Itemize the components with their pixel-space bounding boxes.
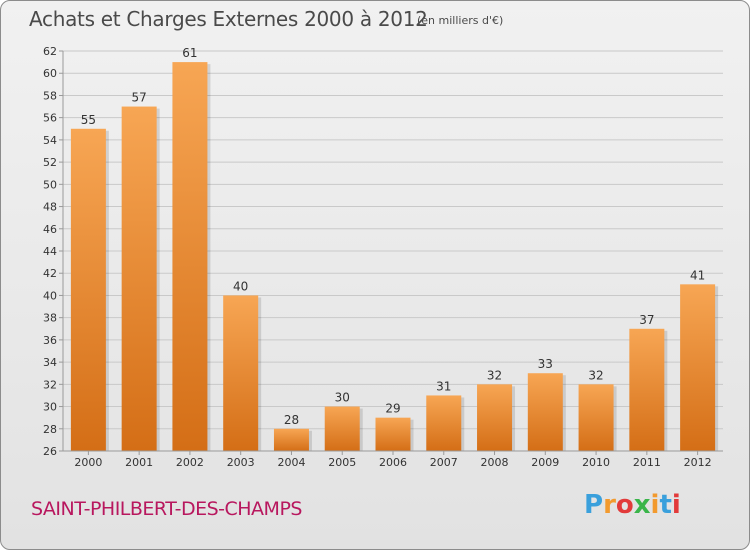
bar-value-label: 31 bbox=[436, 379, 451, 393]
x-tick-label: 2004 bbox=[277, 456, 305, 469]
x-tick-label: 2000 bbox=[74, 456, 102, 469]
bar-value-label: 28 bbox=[284, 413, 299, 427]
logo-letter: t bbox=[659, 490, 672, 520]
x-tick-label: 2001 bbox=[125, 456, 153, 469]
y-tick-label: 50 bbox=[43, 178, 57, 191]
y-tick-label: 54 bbox=[43, 134, 57, 147]
bar-value-label: 30 bbox=[335, 391, 350, 405]
logo-letter: o bbox=[615, 490, 634, 520]
y-tick-label: 42 bbox=[43, 267, 57, 280]
bar-value-label: 41 bbox=[690, 268, 705, 282]
y-tick-label: 62 bbox=[43, 45, 57, 58]
x-tick-label: 2009 bbox=[531, 456, 559, 469]
logo-letter: P bbox=[584, 490, 604, 520]
x-tick-label: 2011 bbox=[633, 456, 661, 469]
logo-letter: i bbox=[671, 490, 681, 520]
bar-value-label: 32 bbox=[487, 368, 502, 382]
x-tick-label: 2007 bbox=[430, 456, 458, 469]
x-tick-label: 2006 bbox=[379, 456, 407, 469]
bar-2004 bbox=[273, 428, 309, 451]
bar-2002 bbox=[172, 62, 208, 451]
y-tick-label: 40 bbox=[43, 289, 57, 302]
y-tick-label: 52 bbox=[43, 156, 57, 169]
bar-2005 bbox=[324, 406, 360, 451]
bar-value-label: 32 bbox=[588, 368, 603, 382]
y-tick-label: 26 bbox=[43, 445, 57, 458]
x-tick-label: 2008 bbox=[481, 456, 509, 469]
logo-letter: i bbox=[650, 490, 660, 520]
bar-2007 bbox=[426, 395, 462, 451]
x-tick-label: 2010 bbox=[582, 456, 610, 469]
commune-name: SAINT-PHILBERT-DES-CHAMPS bbox=[31, 498, 302, 520]
y-tick-label: 38 bbox=[43, 312, 57, 325]
y-tick-label: 34 bbox=[43, 356, 57, 369]
bar-value-label: 55 bbox=[81, 113, 96, 127]
bar-2003 bbox=[223, 295, 259, 451]
y-tick-label: 28 bbox=[43, 423, 57, 436]
bar-2009 bbox=[527, 373, 563, 451]
bar-value-label: 57 bbox=[132, 91, 147, 105]
chart-subtitle: (en milliers d'€) bbox=[417, 14, 504, 27]
bar-2000 bbox=[70, 128, 106, 451]
bar-value-label: 37 bbox=[639, 313, 654, 327]
x-tick-label: 2005 bbox=[328, 456, 356, 469]
logo-letter: r bbox=[603, 490, 616, 520]
x-tick-label: 2012 bbox=[684, 456, 712, 469]
grid-lines bbox=[63, 50, 723, 452]
bar-2012 bbox=[680, 284, 716, 451]
bar-2011 bbox=[629, 328, 665, 451]
bar-2001 bbox=[121, 106, 157, 452]
y-tick-label: 60 bbox=[43, 67, 57, 80]
y-tick-label: 32 bbox=[43, 378, 57, 391]
y-tick-label: 44 bbox=[43, 245, 57, 258]
y-tick-label: 48 bbox=[43, 201, 57, 214]
y-tick-label: 56 bbox=[43, 112, 57, 125]
y-tick-label: 58 bbox=[43, 89, 57, 102]
y-tick-label: 30 bbox=[43, 401, 57, 414]
bars bbox=[70, 62, 719, 452]
x-tick-label: 2003 bbox=[227, 456, 255, 469]
bar-value-label: 61 bbox=[182, 46, 197, 60]
labels: 26 28 30 32 34 36 38 40 42 44 46 48 50 52 54 56 58 60 62 20… bbox=[43, 45, 712, 469]
bar-2010 bbox=[578, 384, 614, 451]
bar-value-label: 40 bbox=[233, 279, 248, 293]
bar-2008 bbox=[477, 384, 513, 451]
bar-value-label: 33 bbox=[538, 357, 553, 371]
axes bbox=[59, 50, 723, 455]
y-tick-label: 46 bbox=[43, 223, 57, 236]
chart-title: Achats et Charges Externes 2000 à 2012 bbox=[29, 7, 428, 31]
x-tick-label: 2002 bbox=[176, 456, 204, 469]
logo-letter: x bbox=[633, 490, 651, 520]
bar-2006 bbox=[375, 417, 411, 451]
proxiti-logo: Proxiti bbox=[584, 490, 681, 520]
y-tick-label: 36 bbox=[43, 334, 57, 347]
bar-value-label: 29 bbox=[385, 402, 400, 416]
